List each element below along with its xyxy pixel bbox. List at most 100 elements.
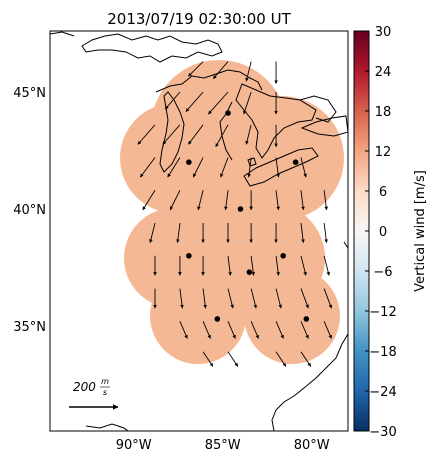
map-area: 200 m s — [50, 31, 348, 431]
colorbar-label: Vertical wind [m/s] — [413, 170, 428, 292]
longitude-label: 80°W — [294, 438, 330, 453]
wind-vector-arrow — [149, 222, 156, 243]
wind-vector-arrow — [197, 190, 204, 211]
wind-vector-arrow — [179, 321, 188, 339]
wind-vector-arrow — [243, 91, 252, 115]
lake-michigan-outline — [159, 91, 185, 173]
colorbar-tick-label: −6 — [373, 265, 392, 280]
reference-vector: 200 m s — [69, 377, 119, 410]
radar-site-marker — [186, 159, 192, 165]
wind-vector-arrow — [169, 190, 181, 211]
wind-vector-arrow — [192, 157, 204, 178]
northern-border-lake-of-woods — [50, 31, 75, 37]
georgian-bay-outline — [299, 95, 337, 123]
colorbar-tick-label: 18 — [375, 105, 392, 120]
lake-huron-outline — [235, 83, 317, 159]
reference-vector-unit-denominator: s — [103, 388, 107, 397]
gulf-coast-florida-panhandle — [85, 423, 129, 431]
wind-vector-arrow — [185, 91, 204, 112]
wind-vector-arrow — [188, 61, 204, 77]
wind-vector-arrow — [227, 351, 239, 367]
vertical-wind-field — [120, 60, 344, 364]
wind-vector-arrow — [167, 157, 181, 178]
michigan-upper-peninsula-coast — [155, 69, 263, 93]
radar-sites — [186, 110, 310, 322]
wind-vector-arrow — [275, 190, 280, 211]
longitude-label: 90°W — [116, 438, 152, 453]
wind-vector-arrow — [179, 288, 184, 309]
colorbar-tick-label: 24 — [375, 65, 392, 80]
wind-vector-arrow — [300, 222, 305, 243]
wind-vector-arrow — [224, 190, 229, 211]
longitude-labels: 90°W 85°W 80°W — [116, 438, 330, 453]
wind-vector-arrow — [323, 288, 333, 309]
wind-vector-arrow — [208, 91, 229, 115]
wind-vector-arrow — [227, 321, 236, 339]
wind-vector-arrow — [247, 157, 252, 178]
wind-vector-arrow — [245, 61, 252, 82]
wind-vector-arrow — [142, 190, 156, 211]
field-coverage-southeast — [244, 268, 340, 364]
colorbar-tick-label: 6 — [379, 185, 387, 200]
reference-vector-unit-numerator: m — [101, 377, 109, 386]
radar-site-marker — [225, 110, 231, 116]
wind-vector-arrow — [300, 288, 309, 309]
wind-vector-arrow — [323, 190, 328, 211]
wind-vectors — [137, 61, 333, 367]
wind-vector-arrow — [275, 288, 282, 309]
lake-st-clair-outline — [247, 157, 257, 167]
radar-site-marker — [280, 253, 286, 259]
atlantic-coast-virginia — [343, 241, 348, 249]
wind-vector-arrow — [275, 321, 284, 339]
reference-vector-value: 200 — [73, 380, 96, 394]
colorbar-tick-label: 0 — [379, 225, 387, 240]
wind-vector-arrow — [250, 288, 258, 309]
longitude-label: 85°W — [205, 438, 241, 453]
wind-vector-arrow — [300, 351, 312, 367]
wind-vector-arrow — [300, 255, 307, 276]
colorbar-tick-label: 12 — [375, 145, 392, 160]
wind-vector-arrow — [212, 61, 229, 80]
wind-vector-arrow — [139, 157, 156, 178]
wind-vector-arrow — [250, 321, 259, 339]
wind-vector-arrow — [323, 255, 330, 276]
wind-vector-arrow — [220, 157, 229, 178]
wind-vector-arrow — [275, 157, 280, 178]
colorbar-tick-label: −30 — [369, 425, 396, 440]
wind-vector-arrow — [250, 255, 255, 276]
wind-vector-arrow — [164, 91, 181, 110]
latitude-label: 45°N — [13, 86, 46, 101]
radar-site-marker — [303, 316, 310, 322]
wind-vector-arrow — [275, 255, 280, 276]
wind-vector-arrow — [137, 124, 156, 145]
radar-site-marker — [186, 253, 192, 259]
wind-vector-arrow — [300, 157, 307, 178]
wind-vector-arrow — [300, 321, 309, 339]
wind-vector-arrow — [323, 222, 328, 243]
radar-site-marker — [292, 159, 299, 165]
wind-vector-arrow — [245, 124, 252, 145]
radar-site-marker — [214, 316, 221, 322]
colorbar-tick-label: −18 — [369, 345, 396, 360]
wind-vector-arrow — [176, 222, 181, 243]
latitude-labels: 45°N 40°N 35°N — [13, 86, 46, 335]
latitude-label: 40°N — [13, 203, 46, 218]
latitude-label: 35°N — [13, 320, 46, 335]
wind-vector-arrow — [227, 255, 232, 276]
colorbar-tick-label: 30 — [375, 25, 392, 40]
map-frame — [49, 30, 349, 432]
wind-vector-arrow — [202, 321, 211, 339]
colorbar-tick-label: −24 — [369, 385, 396, 400]
lake-ontario-outline — [300, 115, 348, 137]
wind-vector-arrow — [275, 351, 287, 367]
field-coverage-southwest — [150, 268, 246, 364]
atlantic-coast-carolinas — [271, 333, 348, 431]
wind-vector-arrow — [215, 124, 229, 148]
map-title: 2013/07/19 02:30:00 UT — [107, 10, 291, 28]
wind-vector-arrow — [162, 124, 181, 145]
wind-vector-arrow — [202, 351, 214, 367]
colorbar: 30 24 18 12 6 0 −6 −12 −18 −24 −30 Vertical wind [… — [353, 25, 428, 440]
wind-vector-arrow — [188, 124, 204, 145]
wind-vector-arrow — [227, 288, 234, 309]
radar-site-marker — [237, 206, 244, 212]
